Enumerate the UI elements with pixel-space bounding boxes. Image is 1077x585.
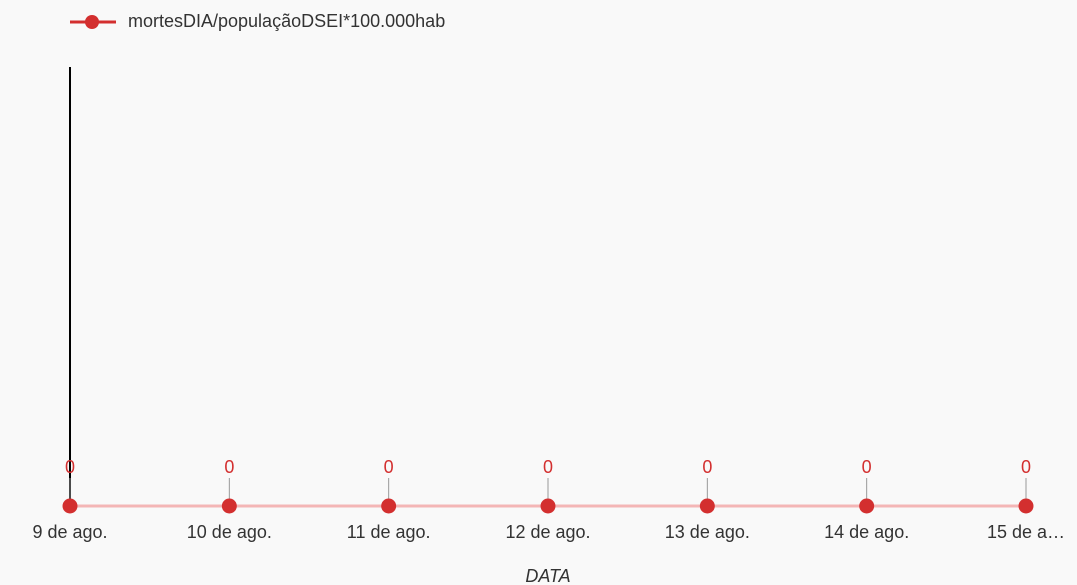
data-point [62, 498, 78, 514]
x-tick-label: 10 de ago. [187, 522, 272, 542]
legend-marker [85, 15, 99, 29]
data-point [1018, 498, 1034, 514]
data-point [381, 498, 397, 514]
data-point [221, 498, 237, 514]
x-tick-label: 13 de ago. [665, 522, 750, 542]
x-tick-label: 9 de ago. [32, 522, 107, 542]
data-point [540, 498, 556, 514]
data-label: 0 [543, 457, 553, 477]
data-label: 0 [384, 457, 394, 477]
x-tick-label: 15 de a… [987, 522, 1065, 542]
data-label: 0 [65, 457, 75, 477]
x-axis-title: DATA [525, 566, 570, 585]
data-label: 0 [702, 457, 712, 477]
x-tick-label: 12 de ago. [505, 522, 590, 542]
x-tick-label: 14 de ago. [824, 522, 909, 542]
data-point [859, 498, 875, 514]
data-label: 0 [224, 457, 234, 477]
legend-label: mortesDIA/populaçãoDSEI*100.000hab [128, 11, 445, 31]
data-point [699, 498, 715, 514]
data-label: 0 [1021, 457, 1031, 477]
data-label: 0 [862, 457, 872, 477]
x-tick-label: 11 de ago. [347, 522, 431, 542]
